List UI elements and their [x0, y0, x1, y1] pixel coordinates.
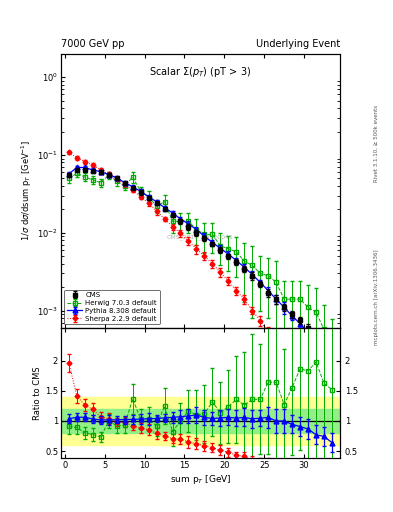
- Y-axis label: Ratio to CMS: Ratio to CMS: [33, 366, 42, 420]
- X-axis label: sum p$_T$ [GeV]: sum p$_T$ [GeV]: [170, 473, 231, 486]
- Legend: CMS, Herwig 7.0.3 default, Pythia 8.308 default, Sherpa 2.2.9 default: CMS, Herwig 7.0.3 default, Pythia 8.308 …: [64, 289, 160, 324]
- Text: Rivet 3.1.10, ≥ 500k events: Rivet 3.1.10, ≥ 500k events: [374, 105, 379, 182]
- Text: mcplots.cern.ch [arXiv:1306.3436]: mcplots.cern.ch [arXiv:1306.3436]: [374, 249, 379, 345]
- Bar: [61, 409, 340, 433]
- Bar: [61, 397, 340, 445]
- Text: Underlying Event: Underlying Event: [256, 38, 340, 49]
- Y-axis label: 1/$\sigma$ d$\sigma$/dsum p$_T$ [GeV$^{-1}$]: 1/$\sigma$ d$\sigma$/dsum p$_T$ [GeV$^{-…: [20, 140, 35, 242]
- Text: CMS_2011_S9120041: CMS_2011_S9120041: [167, 234, 234, 240]
- Text: 7000 GeV pp: 7000 GeV pp: [61, 38, 125, 49]
- Text: Scalar $\Sigma(p_T)$ (pT > 3): Scalar $\Sigma(p_T)$ (pT > 3): [149, 65, 252, 79]
